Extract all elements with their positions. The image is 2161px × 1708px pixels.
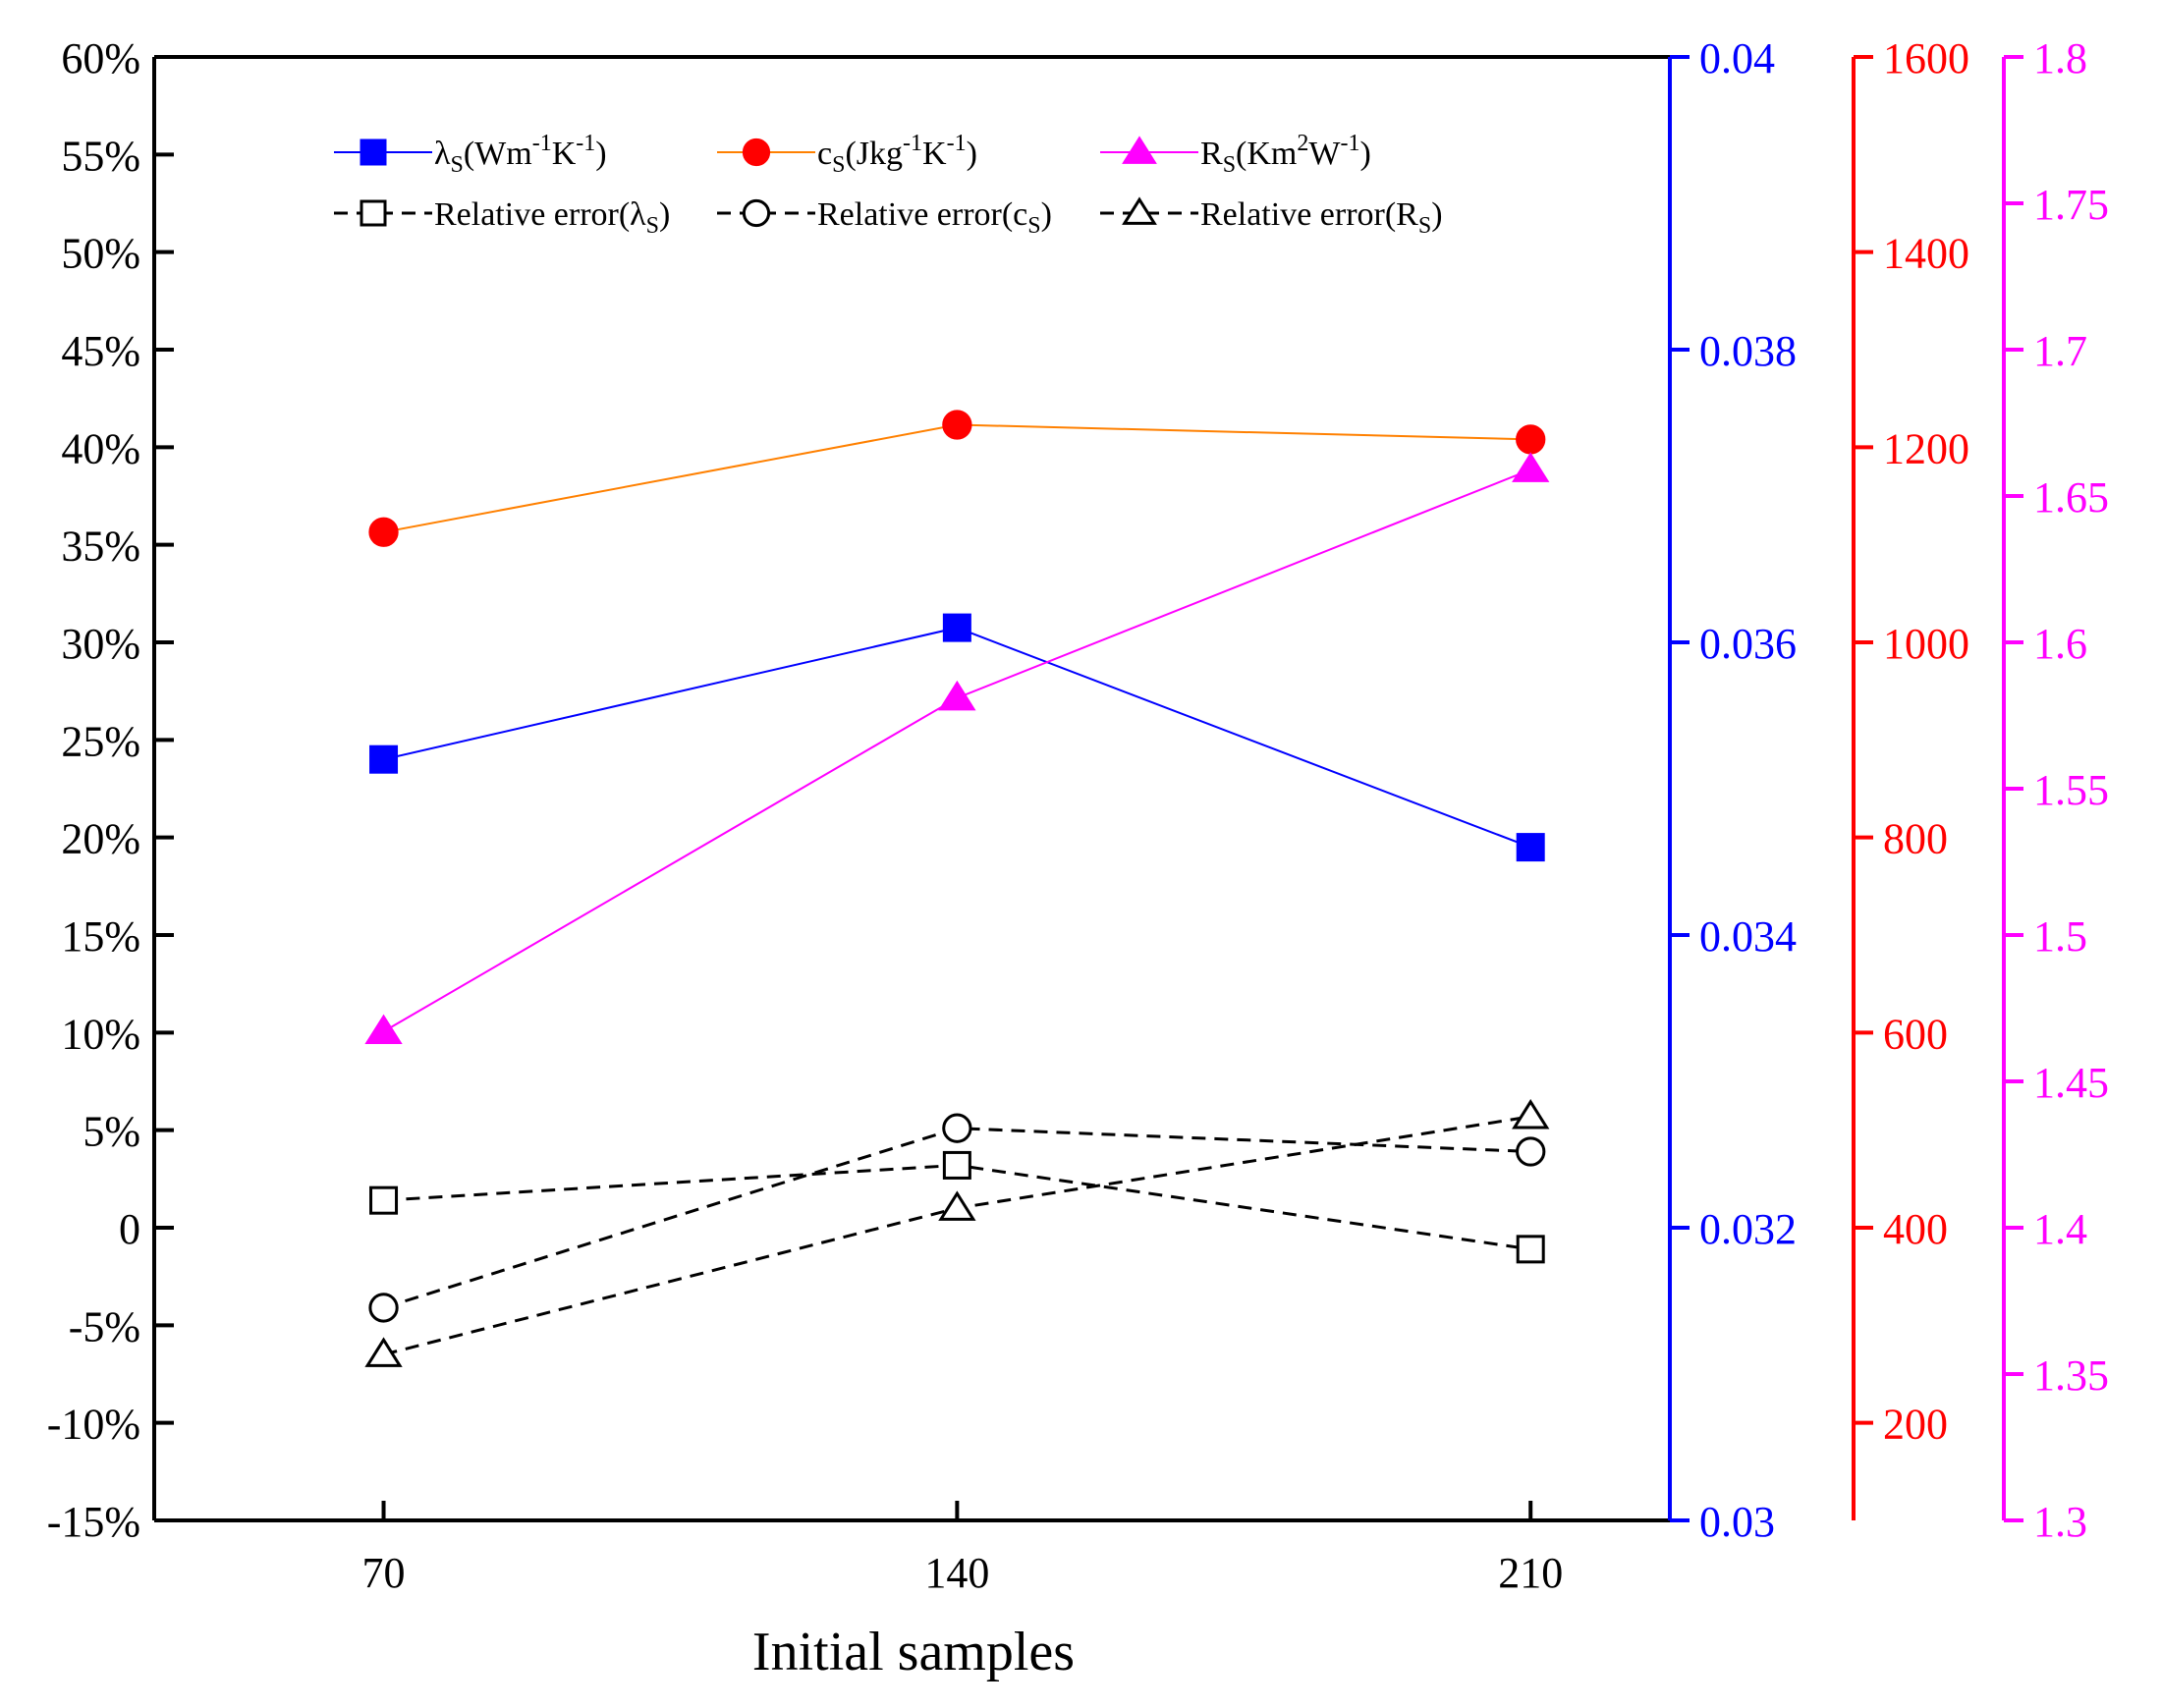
legend-marker-3 — [360, 199, 387, 227]
left-axis-tick-label: 55% — [61, 132, 140, 180]
legend-marker-0 — [360, 138, 387, 166]
right1-axis-tick-label: 0.03 — [1699, 1498, 1775, 1546]
right1-axis-tick-label: 0.036 — [1699, 620, 1797, 668]
axes-layer: -15% -10% -5% 0 5% 10% 15% 20% 25% 30% 35% 40% 45% 50… — [47, 34, 2109, 1597]
left-axis-tick-label: 25% — [61, 717, 140, 765]
legend-entry-0: λS(Wm-1K-1) — [334, 131, 607, 178]
right3-axis-tick-label: 1.4 — [2033, 1205, 2087, 1253]
series-2-point — [1512, 452, 1550, 482]
series-4-point — [368, 1293, 399, 1323]
series-1-point — [1516, 424, 1546, 455]
series-0-point — [942, 613, 971, 642]
right2-axis-tick-label: 400 — [1883, 1205, 1948, 1253]
right3-axis-tick-label: 1.8 — [2033, 34, 2087, 83]
series-1-point — [368, 517, 399, 547]
x-axis-tick-label: 210 — [1498, 1549, 1563, 1597]
legend-label-3: Relative error(λS) — [434, 196, 670, 239]
right3-axis-tick-label: 1.6 — [2033, 620, 2087, 668]
left-axis-tick-label: -15% — [47, 1498, 140, 1546]
right3-axis-tick-label: 1.5 — [2033, 912, 2087, 961]
series-4-point — [1516, 1136, 1546, 1167]
series-2-point — [938, 680, 976, 711]
series-3-point — [942, 1150, 971, 1180]
legend-marker-5 — [1122, 196, 1157, 225]
legend-label-0: λS(Wm-1K-1) — [434, 131, 607, 178]
legend-marker-4 — [742, 198, 771, 228]
legend-entry-2: RS(Km2W-1) — [1100, 131, 1371, 178]
legend-label-2: RS(Km2W-1) — [1200, 131, 1371, 178]
left-axis-tick-label: 0 — [119, 1205, 140, 1253]
right2-axis-tick-label: 1400 — [1883, 230, 1969, 278]
right2-axis-tick-label: 600 — [1883, 1010, 1948, 1058]
left-axis-tick-label: 10% — [61, 1010, 140, 1058]
right2-axis-tick-label: 1600 — [1883, 34, 1969, 83]
left-axis-tick-label: 35% — [61, 523, 140, 571]
right1-axis-tick-label: 0.038 — [1699, 327, 1797, 375]
left-axis-tick-label: 45% — [61, 327, 140, 375]
right3-axis-tick-label: 1.75 — [2033, 181, 2109, 229]
series-2-point — [364, 1014, 403, 1045]
right1-axis-tick-label: 0.04 — [1699, 34, 1775, 83]
legend-label-4: Relative error(cS) — [817, 196, 1052, 239]
legend: λS(Wm-1K-1) cS(Jkg-1K-1) RS(Km2W-1) Relativ… — [334, 131, 1443, 239]
series-4-point — [942, 1113, 972, 1143]
left-axis-tick-label: 20% — [61, 815, 140, 863]
legend-label-5: Relative error(RS) — [1200, 196, 1443, 239]
series-5-point — [938, 1190, 976, 1221]
legend-marker-1 — [742, 138, 771, 167]
series-1-point — [942, 410, 972, 440]
legend-entry-4: Relative error(cS) — [717, 196, 1052, 239]
right3-axis-tick-label: 1.65 — [2033, 473, 2109, 522]
legend-marker-2 — [1122, 136, 1157, 164]
right3-axis-tick-label: 1.7 — [2033, 327, 2087, 375]
left-axis-tick-label: 5% — [83, 1108, 140, 1156]
left-axis-tick-label: 60% — [61, 34, 140, 83]
left-axis-tick-label: 15% — [61, 912, 140, 961]
left-axis-tick-label: 50% — [61, 230, 140, 278]
legend-label-1: cS(Jkg-1K-1) — [817, 131, 977, 178]
right2-axis-tick-label: 200 — [1883, 1401, 1948, 1449]
right3-axis-tick-label: 1.3 — [2033, 1498, 2087, 1546]
series-3-point — [369, 1185, 399, 1215]
series-0-point — [369, 744, 399, 774]
right3-axis-tick-label: 1.55 — [2033, 766, 2109, 814]
series-5-point — [364, 1337, 403, 1367]
series-3-point — [1516, 1235, 1545, 1264]
legend-entry-3: Relative error(λS) — [334, 196, 670, 239]
right1-axis-tick-label: 0.032 — [1699, 1205, 1797, 1253]
x-axis-label: Initial samples — [752, 1622, 1075, 1682]
right2-axis-tick-label: 1200 — [1883, 424, 1969, 472]
legend-entry-1: cS(Jkg-1K-1) — [717, 131, 977, 178]
x-axis-tick-label: 140 — [924, 1549, 989, 1597]
x-axis-tick-label: 70 — [362, 1549, 406, 1597]
right1-axis-tick-label: 0.034 — [1699, 912, 1797, 961]
left-axis-tick-label: -10% — [47, 1401, 140, 1449]
left-axis-tick-label: 30% — [61, 620, 140, 668]
left-axis-tick-label: 40% — [61, 424, 140, 472]
series-5-point — [1512, 1098, 1550, 1129]
series-layer — [364, 410, 1550, 1367]
left-axis-tick-label: -5% — [69, 1302, 140, 1350]
right3-axis-tick-label: 1.35 — [2033, 1351, 2109, 1400]
right3-axis-tick-label: 1.45 — [2033, 1059, 2109, 1107]
right2-axis-tick-label: 1000 — [1883, 620, 1969, 668]
legend-entry-5: Relative error(RS) — [1100, 196, 1443, 239]
series-0-point — [1516, 833, 1545, 862]
right2-axis-tick-label: 800 — [1883, 815, 1948, 863]
